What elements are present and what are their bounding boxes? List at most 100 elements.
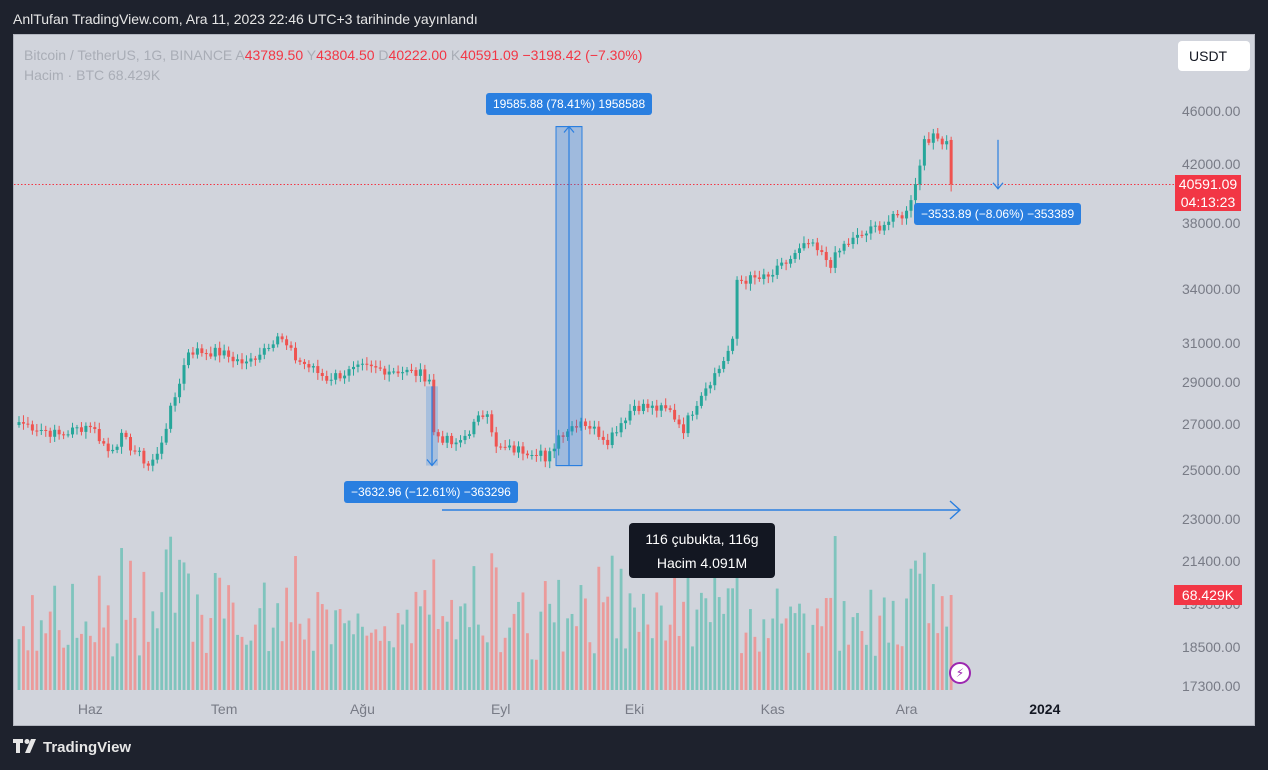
candle-body [459, 440, 463, 443]
volume-bar [503, 637, 507, 690]
measure-label-down-1[interactable]: −3632.96 (−12.61%) −363296 [344, 481, 518, 503]
volume-bar [396, 613, 400, 690]
volume-bar [838, 650, 842, 690]
candle-body [133, 450, 137, 452]
candle-body [191, 352, 195, 355]
candle-body [592, 426, 596, 429]
candle-body [673, 409, 677, 420]
volume-bar [490, 553, 494, 690]
volume-bar [423, 590, 427, 690]
volume-bar [570, 613, 574, 690]
volume-bar [829, 597, 833, 690]
volume-bar [561, 651, 565, 690]
candle-body [896, 213, 900, 216]
candle-body [383, 368, 387, 375]
volume-bar [236, 634, 239, 690]
volume-bar [575, 626, 578, 690]
candle-body [878, 225, 882, 231]
volume-bar [93, 642, 97, 690]
candle-body [499, 446, 503, 448]
volume-bar [610, 555, 614, 690]
candle-body [298, 360, 302, 362]
candle-body [717, 368, 721, 374]
volume-bar [410, 643, 413, 690]
range-arrow-head [949, 500, 962, 520]
candle-body [722, 361, 726, 369]
candle-body [294, 347, 298, 361]
volume-bar [499, 652, 503, 690]
volume-bar [106, 605, 110, 690]
volume-bar [160, 592, 164, 690]
chart-canvas[interactable] [14, 35, 1255, 726]
candle-body [204, 353, 208, 355]
candle-body [682, 424, 686, 434]
flash-icon[interactable]: ⚡ [949, 662, 971, 684]
volume-bar [677, 635, 681, 690]
measure-arrow-down-1-head [426, 459, 438, 467]
measure-label-up[interactable]: 19585.88 (78.41%) 1958588 [486, 93, 653, 115]
volume-bar [865, 644, 868, 690]
candle-body [561, 435, 565, 437]
volume-bar [686, 569, 690, 690]
candle-body [695, 405, 699, 415]
volume-bar [798, 603, 801, 690]
candle-body [512, 445, 516, 453]
volume-bar [155, 628, 159, 690]
y-tick-label: 34000.00 [1182, 280, 1241, 297]
volume-bar [138, 655, 141, 690]
volume-bar [633, 607, 636, 690]
y-tick-label: 38000.00 [1182, 215, 1241, 232]
candle-body [508, 445, 512, 448]
candle-body [936, 133, 940, 139]
candle-body [302, 361, 306, 365]
candle-body [186, 352, 190, 366]
volume-bar [481, 635, 485, 690]
volume-bar [441, 616, 445, 690]
volume-bar [699, 592, 703, 690]
volume-bar [298, 623, 302, 690]
volume-bar [526, 633, 529, 690]
currency-button[interactable]: USDT [1178, 41, 1250, 71]
candle-body [445, 435, 449, 443]
volume-bar [133, 617, 137, 690]
volume-bar [334, 610, 338, 690]
candle-body [307, 364, 311, 368]
candle-body [891, 213, 895, 222]
candle-body [195, 348, 199, 355]
candle-body [517, 446, 521, 453]
candle-body [432, 379, 436, 433]
candle-body [869, 226, 873, 234]
candle-body [392, 371, 396, 373]
candle-body [704, 388, 708, 396]
volume-bar [882, 597, 886, 690]
volume-bar [873, 655, 877, 690]
x-tick-label: Eyl [490, 701, 511, 717]
volume-bar [115, 643, 119, 690]
candle-body [352, 366, 355, 370]
volume-bar [744, 632, 748, 690]
volume-bar [650, 638, 654, 690]
volume-bar [383, 626, 387, 690]
chart-frame[interactable]: Bitcoin / TetherUS, 1G, BINANCE A43789.5… [13, 34, 1255, 726]
volume-bar [182, 562, 186, 690]
measure-label-down-2[interactable]: −3533.89 (−8.06%) −353389 [914, 203, 1082, 225]
volume-bar [405, 609, 409, 690]
candle-body [62, 434, 66, 436]
range-tooltip-bars: 116 çubukta, 116g [645, 531, 759, 547]
x-tick-label: Ağu [349, 701, 375, 717]
brand: TradingView [13, 739, 131, 756]
candle-body [806, 243, 810, 245]
volume-bar [84, 621, 88, 690]
volume-bar [878, 615, 882, 690]
volume-bar [789, 606, 792, 690]
candle-body [120, 432, 124, 447]
volume-bar [347, 620, 351, 690]
volume-bar [606, 596, 610, 690]
candle-body [48, 430, 52, 437]
candle-body [258, 354, 262, 360]
candle-body [708, 385, 712, 389]
candle-body [88, 425, 92, 428]
candle-body [882, 224, 886, 231]
volume-bar [780, 623, 784, 690]
candle-body [253, 358, 257, 360]
